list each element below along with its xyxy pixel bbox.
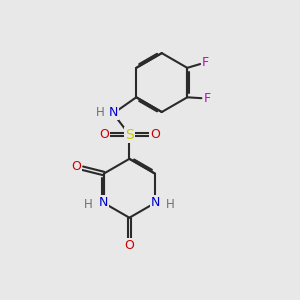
Text: N: N	[99, 196, 108, 209]
Text: F: F	[202, 56, 209, 69]
Text: H: H	[96, 106, 104, 118]
Text: O: O	[124, 239, 134, 252]
Text: O: O	[99, 128, 109, 141]
Text: S: S	[125, 128, 134, 142]
Text: O: O	[71, 160, 81, 173]
Text: H: H	[166, 198, 175, 211]
Text: F: F	[204, 92, 211, 105]
Text: N: N	[109, 106, 119, 119]
Text: N: N	[151, 196, 160, 209]
Text: O: O	[150, 128, 160, 141]
Text: H: H	[84, 198, 93, 211]
